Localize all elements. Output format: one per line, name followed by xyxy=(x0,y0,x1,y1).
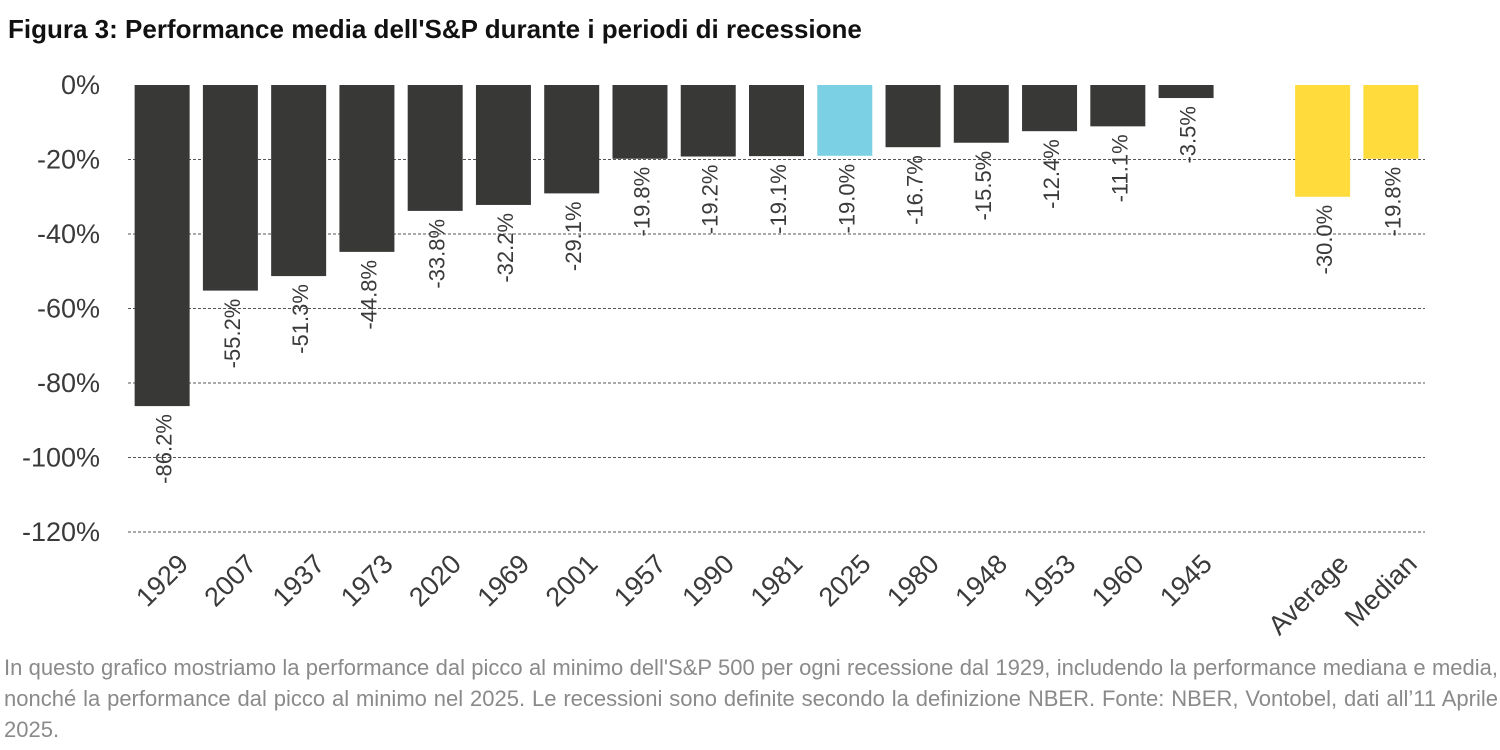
data-label: -32.2% xyxy=(493,213,518,283)
bar xyxy=(1022,85,1078,132)
bar xyxy=(1158,85,1214,99)
data-labels: -86.2% -55.2% -51.3% -44.8% -33.8% -32.2% -29.… xyxy=(152,106,1406,484)
x-tick-label: Average xyxy=(1262,549,1354,641)
chart-caption: In questo grafico mostriamo la performan… xyxy=(4,655,1498,742)
data-label: -19.2% xyxy=(698,165,723,235)
data-label: -51.3% xyxy=(288,284,313,354)
bar xyxy=(817,85,873,156)
bar xyxy=(202,85,258,291)
y-tick-label: -40% xyxy=(37,219,100,249)
x-tick-label: 1948 xyxy=(949,549,1013,613)
data-label: -44.8% xyxy=(356,260,381,330)
data-label: -19.8% xyxy=(629,167,654,237)
x-tick-label: 1937 xyxy=(267,549,331,613)
y-tick-label: -100% xyxy=(22,443,100,473)
bar xyxy=(339,85,395,252)
data-label: -55.2% xyxy=(220,299,245,369)
y-tick-label: -120% xyxy=(22,517,100,547)
x-tick-label: 1957 xyxy=(608,549,672,613)
bar xyxy=(680,85,736,157)
data-label: -3.5% xyxy=(1176,106,1201,163)
y-tick-label: 0% xyxy=(61,70,100,100)
bar xyxy=(612,85,668,159)
data-label: -19.1% xyxy=(766,164,791,234)
data-label: -33.8% xyxy=(425,219,450,289)
data-label: -12.4% xyxy=(1039,139,1064,209)
data-label: -86.2% xyxy=(152,414,177,484)
bar xyxy=(953,85,1009,143)
x-tick-label: 1945 xyxy=(1154,549,1218,613)
data-label: -19.8% xyxy=(1380,167,1405,237)
x-axis-ticks: 1929 2007 1937 1973 2020 1969 2001 1957 1990 1981… xyxy=(130,549,1422,641)
bar xyxy=(407,85,463,211)
y-tick-label: -20% xyxy=(37,145,100,175)
x-tick-label: 2025 xyxy=(813,549,877,613)
y-axis-ticks: 0% -20% -40% -60% -80% -100% -120% xyxy=(22,70,100,547)
x-tick-label: 1981 xyxy=(745,549,809,613)
x-tick-label: 2007 xyxy=(199,549,263,613)
bar-chart: 0% -20% -40% -60% -80% -100% -120% -86.2% -55.2… xyxy=(22,70,1425,641)
bar xyxy=(271,85,327,277)
bar xyxy=(1363,85,1419,159)
x-tick-label: 2020 xyxy=(403,549,467,613)
y-tick-label: -60% xyxy=(37,294,100,324)
bar xyxy=(544,85,600,194)
x-tick-label: 1929 xyxy=(130,549,194,613)
bar xyxy=(134,85,190,407)
bar xyxy=(749,85,804,157)
x-tick-label: 2001 xyxy=(540,549,604,613)
bars xyxy=(134,85,1419,407)
bar xyxy=(885,85,941,148)
x-tick-label: 1969 xyxy=(472,549,536,613)
x-tick-label: 1953 xyxy=(1018,549,1082,613)
x-tick-label: 1973 xyxy=(335,549,399,613)
x-tick-label: 1990 xyxy=(676,549,740,613)
data-label: -19.0% xyxy=(834,164,859,234)
data-label: -16.7% xyxy=(903,155,928,225)
y-tick-label: -80% xyxy=(37,368,100,398)
bar xyxy=(1295,85,1351,197)
x-tick-label: Median xyxy=(1339,549,1423,633)
data-label: -30.0% xyxy=(1312,205,1337,275)
data-label: -29.1% xyxy=(561,201,586,271)
data-label: -11.1% xyxy=(1107,134,1132,202)
bar xyxy=(475,85,531,205)
bar xyxy=(1090,85,1146,127)
x-tick-label: 1980 xyxy=(881,549,945,613)
chart-title: Figura 3: Performance media dell'S&P dur… xyxy=(8,14,862,44)
data-label: -15.5% xyxy=(971,151,996,221)
x-tick-label: 1960 xyxy=(1086,549,1150,613)
